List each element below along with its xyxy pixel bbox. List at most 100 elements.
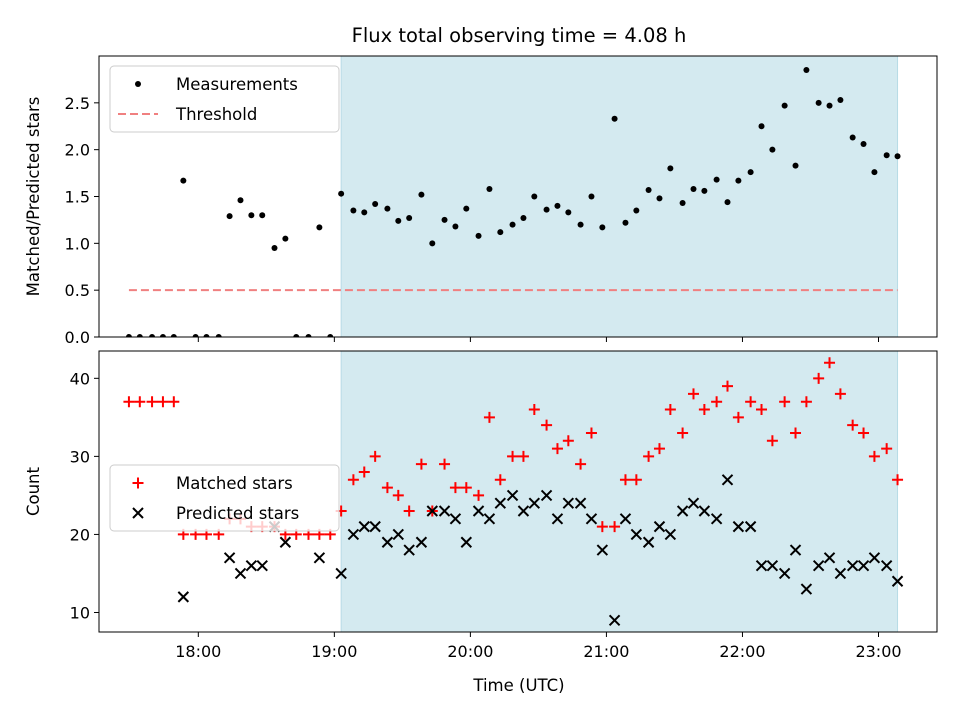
- data-point: [256, 559, 268, 572]
- data-point: [381, 482, 393, 494]
- data-point: [347, 528, 360, 541]
- data-point: [755, 559, 768, 572]
- data-point: [779, 396, 791, 408]
- data-point: [177, 591, 190, 603]
- data-point: [815, 99, 822, 106]
- data-point: [361, 209, 368, 216]
- data-point: [732, 520, 745, 533]
- data-point: [766, 435, 778, 447]
- data-point: [834, 388, 846, 400]
- data-point: [429, 240, 436, 247]
- data-point: [619, 474, 631, 486]
- data-point: [645, 186, 652, 193]
- data-point: [868, 552, 881, 564]
- data-point: [418, 191, 425, 198]
- data-point: [611, 115, 618, 122]
- data-point: [622, 219, 629, 226]
- x-tick-label: 21:00: [583, 642, 629, 661]
- data-point: [562, 497, 575, 509]
- data-point: [789, 544, 802, 556]
- data-point: [520, 215, 527, 222]
- data-point: [506, 489, 519, 502]
- data-point: [710, 513, 723, 525]
- data-point: [687, 388, 699, 400]
- data-point: [849, 134, 856, 141]
- data-point: [313, 552, 326, 564]
- data-point: [745, 396, 757, 408]
- data-point: [381, 536, 394, 548]
- data-point: [599, 224, 606, 231]
- data-point: [406, 215, 413, 222]
- data-point: [226, 213, 233, 220]
- data-point: [778, 567, 791, 580]
- data-point: [868, 450, 880, 462]
- x-tick-label: 20:00: [447, 642, 493, 661]
- legend-label: Matched stars: [176, 474, 293, 493]
- data-point: [574, 497, 587, 509]
- data-point: [643, 450, 655, 462]
- data-point: [517, 505, 530, 517]
- data-point: [596, 544, 609, 556]
- data-point: [676, 505, 689, 517]
- data-point: [449, 513, 462, 525]
- data-point: [494, 474, 506, 486]
- data-point: [834, 567, 847, 580]
- data-point: [766, 559, 779, 572]
- data-point: [395, 217, 402, 224]
- data-point: [136, 334, 143, 337]
- data-point: [781, 102, 788, 109]
- data-point: [562, 435, 574, 447]
- data-point: [392, 489, 404, 501]
- data-point: [460, 482, 472, 494]
- data-point: [358, 466, 370, 478]
- observing-window-shade: [340, 350, 899, 633]
- data-point: [415, 536, 428, 548]
- legend: Measurements Threshold: [109, 65, 340, 133]
- data-point: [259, 212, 266, 219]
- data-point: [305, 334, 312, 337]
- data-point: [159, 334, 166, 337]
- data-point: [168, 396, 180, 408]
- data-point: [891, 575, 904, 587]
- data-point: [711, 396, 723, 408]
- data-point: [347, 474, 359, 486]
- data-point: [403, 544, 415, 556]
- data-point: [826, 102, 833, 109]
- data-point: [653, 443, 665, 455]
- data-point: [880, 559, 893, 572]
- data-point: [575, 458, 587, 470]
- data-point: [803, 67, 810, 74]
- legend-box: [109, 464, 340, 532]
- data-point: [883, 152, 890, 159]
- data-point: [630, 528, 643, 541]
- y-tick-label: 1.0: [65, 234, 90, 253]
- data-point: [858, 427, 870, 439]
- data-point: [698, 505, 711, 517]
- data-point: [543, 206, 550, 213]
- data-point: [837, 97, 844, 104]
- data-point: [551, 443, 563, 455]
- data-point: [449, 482, 461, 494]
- data-point: [157, 396, 169, 408]
- series-0: [125, 67, 901, 337]
- data-point: [846, 559, 859, 572]
- data-point: [350, 207, 357, 214]
- y-tick-label: 2.0: [65, 141, 90, 160]
- data-point: [528, 404, 540, 416]
- data-point: [790, 427, 802, 439]
- y-tick-label: 40: [70, 369, 90, 388]
- data-point: [123, 396, 135, 408]
- data-point: [517, 450, 529, 462]
- legend-marker: [135, 81, 141, 87]
- legend-marker: [132, 477, 144, 489]
- data-point: [701, 187, 708, 194]
- data-point: [642, 536, 655, 548]
- data-point: [497, 229, 504, 236]
- data-point: [338, 190, 345, 197]
- data-point: [541, 419, 553, 431]
- data-point: [282, 235, 289, 242]
- data-point: [316, 224, 323, 231]
- series-0: [123, 357, 904, 540]
- legend-label: Predicted stars: [176, 504, 299, 523]
- data-point: [894, 153, 901, 160]
